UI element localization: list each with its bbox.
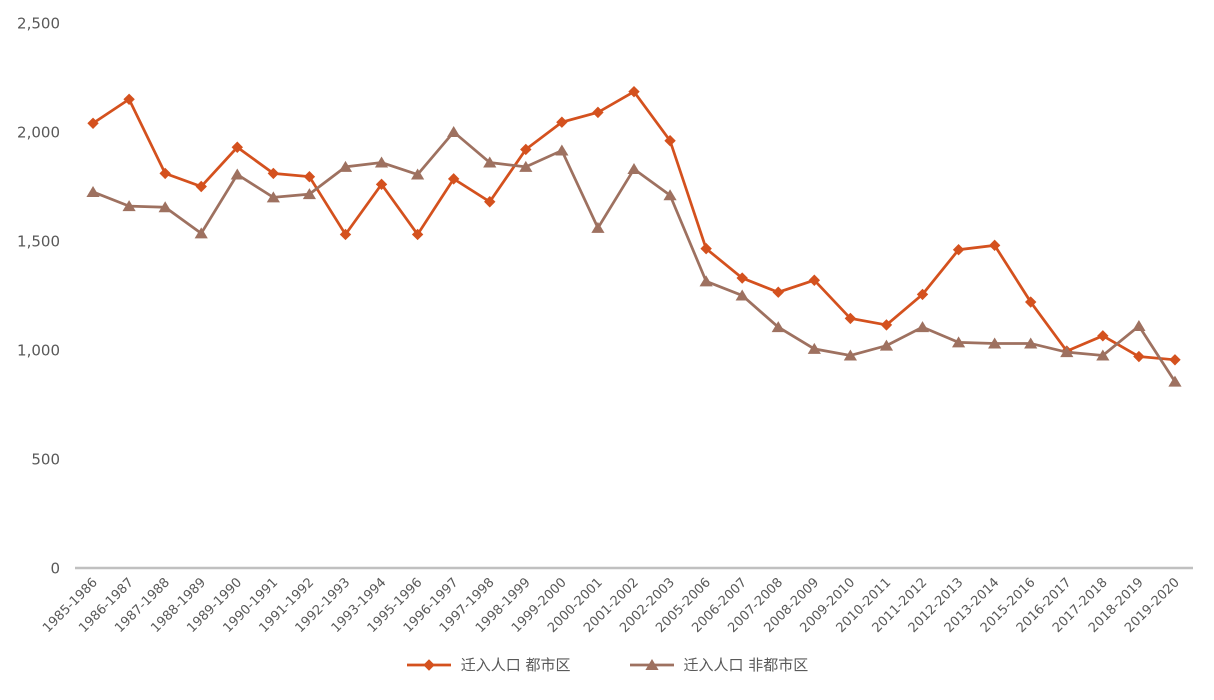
triangle-marker	[879, 339, 894, 351]
triangle-marker	[915, 321, 930, 333]
series-0	[87, 85, 1181, 366]
diamond-marker	[952, 244, 965, 256]
diamond-marker	[808, 274, 821, 286]
diamond-marker	[1133, 350, 1145, 363]
triangle-marker	[302, 188, 317, 200]
x-axis: 1985-19861986-19871987-19881988-19891989…	[40, 575, 1183, 636]
triangle-marker	[411, 168, 425, 180]
triangle-marker	[266, 191, 280, 203]
legend-label-metro: 迁入人口 都市区	[460, 656, 571, 674]
y-axis: 0 500 1,000 1,500 2,000 2,500	[17, 15, 60, 578]
diamond-marker	[1025, 296, 1037, 308]
triangle-marker	[807, 342, 821, 354]
triangle-marker	[988, 337, 1002, 349]
triangle-marker	[194, 227, 208, 239]
triangle-marker	[843, 349, 857, 361]
diamond-marker	[916, 288, 929, 301]
diamond-marker	[1169, 354, 1181, 366]
diamond-marker	[159, 167, 171, 180]
triangle-marker	[86, 185, 100, 197]
diamond-marker	[628, 85, 640, 98]
diamond-marker	[484, 196, 496, 208]
triangle-marker	[519, 160, 533, 172]
legend-item-nonmetro: 迁入人口 非都市区	[629, 654, 809, 675]
triangle-marker	[338, 160, 353, 172]
triangle-marker	[663, 189, 677, 201]
diamond-marker	[880, 319, 893, 331]
diamond-marker	[520, 143, 532, 156]
legend: 迁入人口 都市区 迁入人口 非都市区	[0, 654, 1214, 675]
legend-diamond	[423, 658, 435, 671]
legend-triangle	[644, 658, 659, 670]
y-axis-tick-label: 1,000	[17, 342, 60, 360]
diamond-marker	[844, 312, 857, 325]
triangle-marker	[735, 289, 749, 301]
triangle-marker	[555, 144, 569, 156]
legend-item-metro: 迁入人口 都市区	[406, 654, 571, 675]
diamond-marker	[375, 178, 388, 191]
diamond-marker	[195, 180, 207, 193]
y-axis-tick-label: 1,500	[17, 233, 60, 251]
triangle-marker	[1060, 346, 1074, 358]
triangle-marker	[1024, 337, 1038, 349]
triangle-marker	[230, 168, 244, 180]
triangle-marker	[1132, 320, 1146, 332]
triangle-marker	[122, 200, 136, 212]
legend-label-nonmetro: 迁入人口 非都市区	[683, 656, 809, 674]
diamond-marker	[123, 93, 135, 105]
diamond-marker	[988, 239, 1001, 252]
diamond-marker	[339, 228, 352, 241]
y-axis-tick-label: 500	[31, 451, 60, 469]
y-axis-tick-label: 0	[50, 560, 60, 578]
triangle-marker	[627, 163, 641, 175]
diamond-marker	[664, 135, 676, 147]
triangle-marker	[483, 156, 497, 168]
triangle-marker	[374, 156, 389, 168]
triangle-marker	[771, 321, 785, 333]
triangle-marker	[1096, 349, 1110, 361]
triangle-marker	[951, 336, 966, 348]
diamond-marker	[556, 116, 568, 128]
triangle-marker	[158, 201, 172, 213]
diamond-marker	[267, 167, 280, 180]
diamond-marker	[447, 173, 460, 185]
triangle-marker	[591, 221, 605, 233]
triangle-marker	[1168, 375, 1182, 387]
diamond-marker	[592, 106, 604, 119]
series-line-0	[92, 89, 1176, 362]
diamond-marker	[736, 272, 748, 284]
diamond-marker	[231, 141, 243, 153]
triangle-marker	[447, 126, 461, 137]
triangle-marker	[699, 275, 713, 287]
y-axis-tick-label: 2,500	[17, 15, 60, 33]
triangle-marker-icon	[629, 658, 674, 670]
diamond-marker	[700, 242, 712, 255]
diamond-marker	[411, 228, 424, 241]
diamond-marker	[87, 117, 99, 129]
diamond-marker	[1097, 330, 1109, 342]
y-axis-tick-label: 2,000	[17, 124, 60, 142]
diamond-marker	[772, 286, 784, 298]
diamond-marker-icon	[406, 658, 451, 671]
series-1	[86, 126, 1182, 387]
diamond-marker	[303, 170, 316, 183]
